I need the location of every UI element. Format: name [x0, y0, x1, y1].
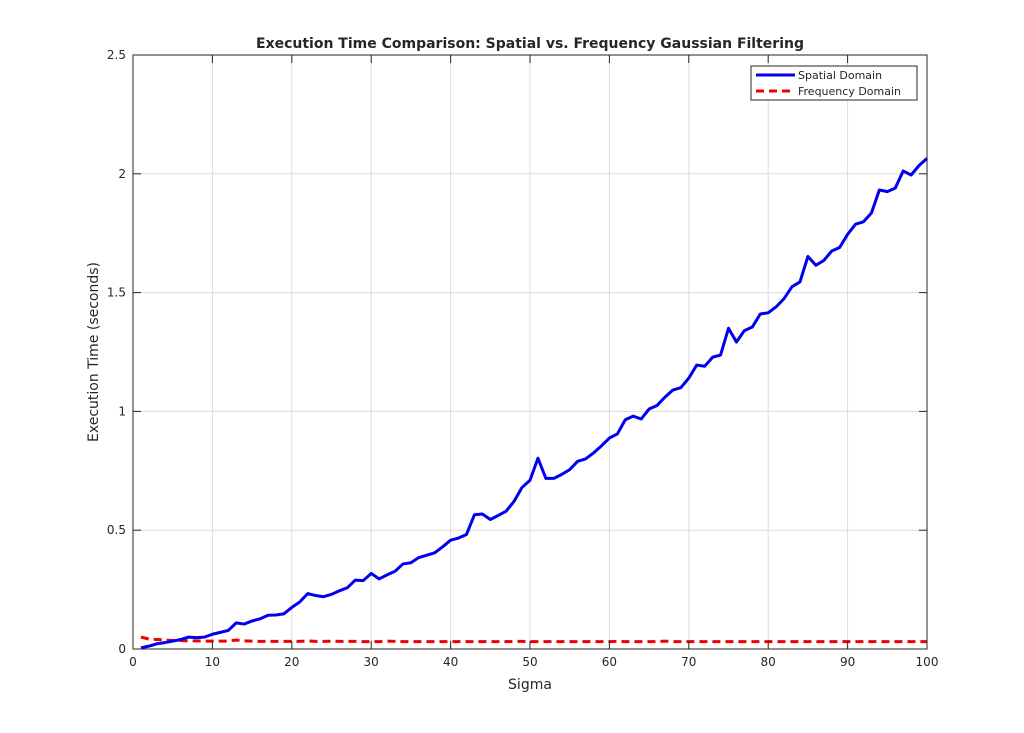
y-tick-label: 2: [118, 167, 126, 181]
x-tick-label: 50: [522, 655, 537, 669]
x-tick-label: 100: [916, 655, 939, 669]
chart-title: Execution Time Comparison: Spatial vs. F…: [256, 36, 804, 52]
x-tick-label: 60: [602, 655, 617, 669]
y-tick-label: 2.5: [107, 48, 126, 62]
x-tick-label: 10: [205, 655, 220, 669]
legend-label-spatial: Spatial Domain: [798, 69, 882, 82]
legend: Spatial Domain Frequency Domain: [750, 65, 918, 101]
x-tick-label: 20: [284, 655, 299, 669]
legend-label-frequency: Frequency Domain: [798, 85, 901, 98]
legend-box: [750, 65, 918, 101]
y-tick-label: 1: [118, 404, 126, 418]
series-layer: [140, 157, 929, 650]
y-tick-label: 0.5: [107, 523, 126, 537]
x-tick-label: 0: [129, 655, 137, 669]
x-tick-label: 30: [364, 655, 379, 669]
x-axis-label: Sigma: [508, 677, 552, 693]
x-tick-label: 40: [443, 655, 458, 669]
axis-ticks: 0 10 20 30 40 50 60 70 80 90 100 0 0.5 1 1.5 2 2.5: [107, 48, 939, 669]
x-tick-label: 70: [681, 655, 696, 669]
y-axis-label: Execution Time (seconds): [86, 262, 102, 442]
y-tick-label: 1.5: [107, 286, 126, 300]
series-line-frequency-domain: [140, 635, 927, 644]
series-line-spatial-domain: [140, 157, 929, 650]
x-tick-label: 90: [840, 655, 855, 669]
x-tick-label: 80: [761, 655, 776, 669]
y-tick-label: 0: [118, 642, 126, 656]
